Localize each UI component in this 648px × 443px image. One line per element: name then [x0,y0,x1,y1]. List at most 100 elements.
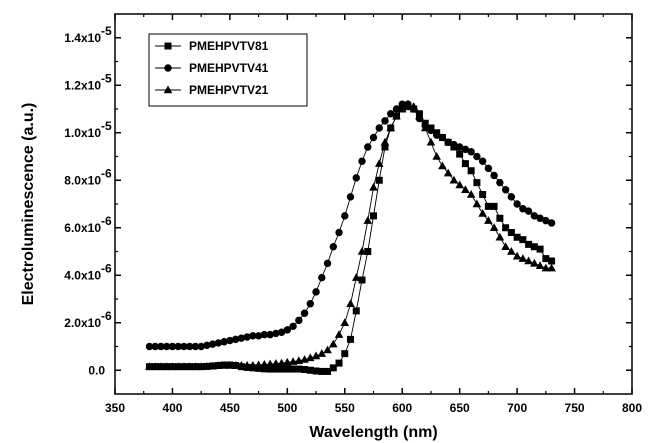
data-point [323,345,332,354]
data-point [374,159,384,167]
data-point [260,360,269,368]
data-point [364,248,372,255]
axis-layer: 350 400 450 500 550 600 650 700 750 8000.02.0x10-… [64,14,642,415]
data-point [490,171,498,180]
data-point [455,143,464,151]
data-point [283,365,291,373]
data-point [409,102,419,110]
data-point [370,212,377,220]
data-point [386,123,396,132]
data-point [397,104,407,113]
series-line [149,103,552,347]
x-tick-label: 750 [565,401,585,415]
data-point [524,256,533,265]
y-tick-exponent: -5 [101,71,112,85]
data-point [168,362,177,370]
y-tick-label: 2.0x10 [64,316,101,330]
data-point [456,150,464,158]
data-point [392,111,401,120]
data-point [484,202,492,210]
x-tick-label: 800 [622,401,642,415]
data-point [335,228,343,237]
data-point [547,263,556,272]
x-tick-label: 550 [335,401,355,415]
data-point [484,216,493,224]
data-point [318,367,326,375]
data-point [467,148,475,156]
data-point [426,137,436,146]
data-point [162,362,171,370]
data-point [145,342,154,351]
data-point [226,336,234,345]
data-point [248,361,258,369]
data-point [466,190,476,198]
data-point [467,167,475,175]
y-tick-exponent: -5 [101,119,112,133]
x-tick-label: 450 [220,401,240,415]
data-point [375,124,383,132]
data-point [542,255,550,263]
y-tick-exponent: -5 [101,24,112,38]
data-point [479,191,487,198]
data-point [450,140,458,149]
data-point [185,362,194,370]
data-point [306,300,315,308]
data-point [438,133,447,142]
data-point [271,359,281,367]
y-tick-exponent: -6 [101,214,112,228]
series-layer [145,99,556,375]
data-point [203,341,211,350]
data-point [530,258,539,267]
data-point [196,362,206,370]
y-tick-exponent: -6 [101,261,112,275]
data-point [329,243,337,251]
data-point [501,242,510,250]
data-point [150,362,160,370]
data-point [318,273,326,282]
y-tick-label: 6.0x10 [64,221,101,235]
data-point [311,351,321,360]
data-point [346,299,355,307]
data-point [151,342,159,351]
data-point [484,164,493,173]
y-tick-label: 8.0x10 [64,173,101,187]
data-point [266,365,274,373]
x-tick-label: 500 [277,401,297,415]
data-point [524,207,533,215]
y-tick-exponent: -6 [101,166,112,180]
y-tick-label: 1.0x10 [64,126,101,140]
data-point [317,349,327,357]
data-point [283,326,292,334]
data-point [237,334,246,342]
data-point [278,365,286,373]
data-point [156,362,166,370]
legend: PMEHPVTV81 PMEHPVTV41 PMEHPVTV21 [148,33,308,107]
data-point [289,322,297,331]
y-tick-label: 1.2x10 [64,78,101,92]
data-point [289,365,297,373]
data-point [357,247,367,255]
data-point [512,251,522,260]
data-point [243,333,251,341]
data-point [231,361,240,369]
data-point [502,224,510,232]
data-point [496,178,504,187]
data-point [145,362,154,370]
data-point [254,332,263,340]
data-point [191,342,200,351]
data-point [473,179,481,187]
data-point [420,123,430,132]
data-point [380,137,390,146]
y-tick-label: 1.4x10 [64,31,101,45]
series-line [149,106,552,372]
data-point [237,361,246,369]
data-point [254,360,263,369]
data-point [472,199,482,208]
data-point [461,160,469,168]
data-point [519,236,527,244]
data-point [231,335,240,344]
legend-label: PMEHPVTV81 [189,39,269,53]
data-point [530,243,538,251]
data-point [478,209,487,217]
